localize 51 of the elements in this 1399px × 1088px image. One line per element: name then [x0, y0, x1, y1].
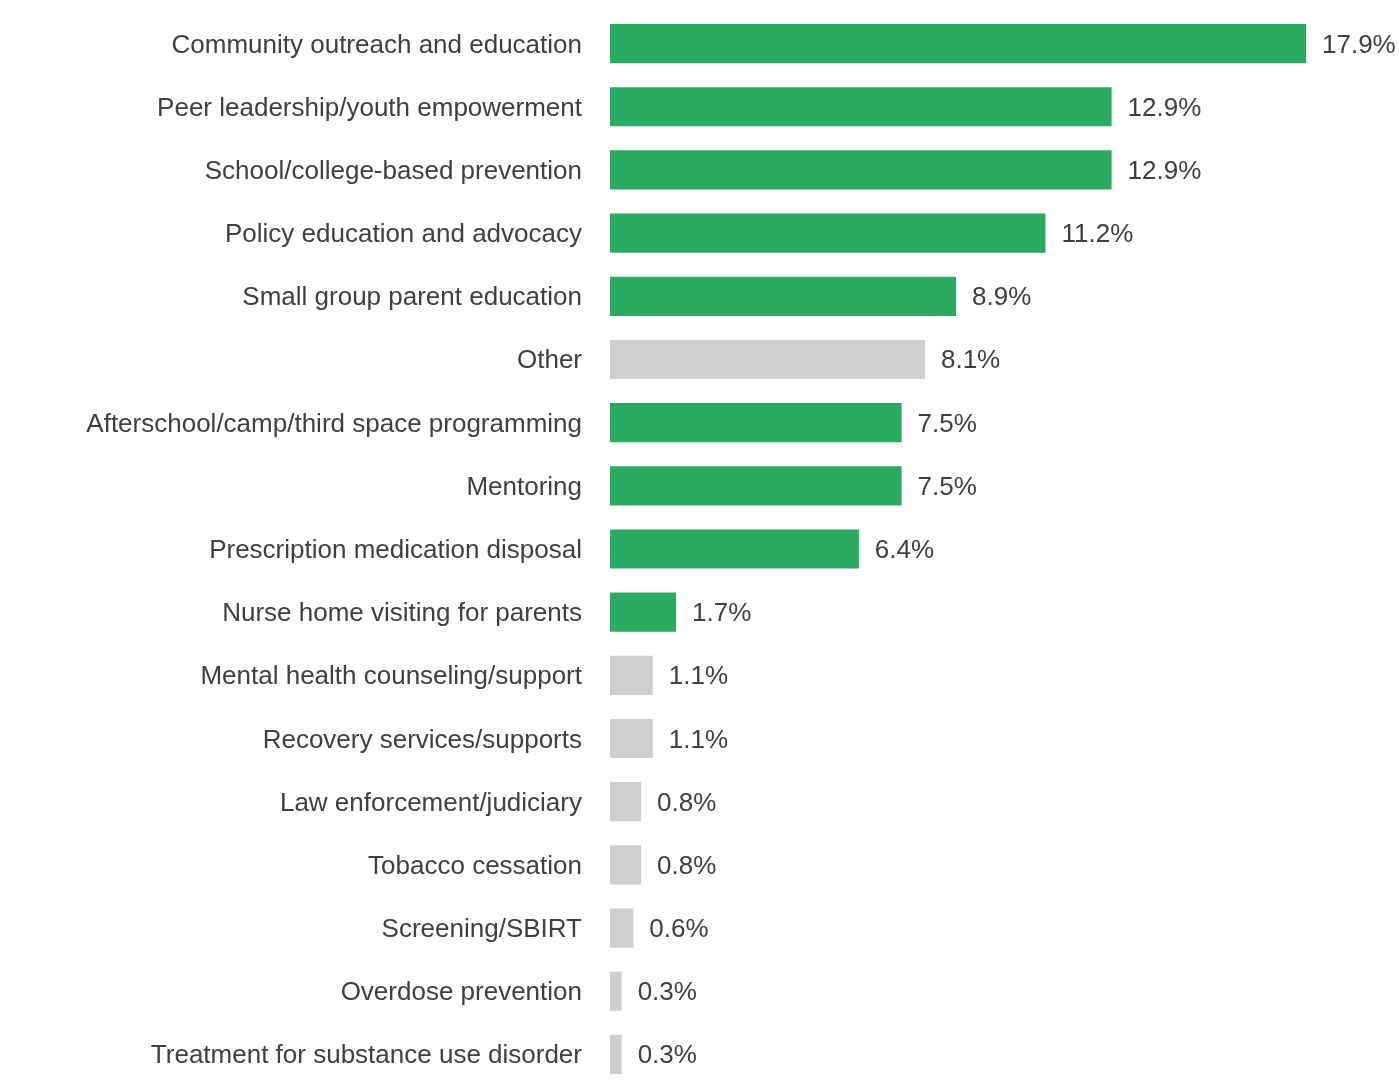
y-tick-label: Small group parent education — [242, 281, 582, 312]
y-tick-label: Mental health counseling/support — [200, 660, 583, 691]
y-tick-label: Law enforcement/judiciary — [279, 786, 582, 817]
data-label: 17.9% — [1322, 28, 1396, 59]
bar — [610, 529, 859, 569]
bar — [610, 213, 1046, 253]
y-tick-label: Other — [516, 344, 583, 375]
data-label: 8.1% — [940, 344, 1001, 375]
y-tick-label: Nurse home visiting for parents — [222, 597, 582, 628]
bar — [610, 845, 642, 885]
bar — [610, 276, 957, 316]
bar — [610, 87, 1112, 127]
data-label: 0.3% — [637, 976, 697, 1007]
data-label: 0.8% — [657, 786, 717, 817]
y-tick-label: Treatment for substance use disorder — [150, 1039, 583, 1070]
data-label: 7.5% — [917, 470, 977, 501]
data-label: 1.7% — [692, 597, 752, 628]
data-label: 11.2% — [1061, 218, 1134, 249]
data-label: 8.9% — [972, 281, 1032, 312]
y-tick-label: Mentoring — [466, 470, 582, 501]
y-tick-label: Recovery services/supports — [262, 723, 582, 754]
bar — [610, 908, 634, 948]
bar — [610, 1034, 622, 1074]
bar — [610, 655, 653, 695]
y-tick-label: Screening/SBIRT — [381, 913, 583, 944]
data-label: 0.3% — [637, 1039, 697, 1070]
bar — [610, 971, 622, 1011]
y-tick-label: Peer leadership/youth empowerment — [157, 91, 583, 122]
bar — [610, 592, 677, 632]
y-tick-label: Policy education and advocacy — [224, 218, 582, 249]
bar — [610, 150, 1112, 190]
data-label: 12.9% — [1127, 91, 1202, 122]
data-label: 6.4% — [874, 534, 935, 564]
y-tick-label: School/college-based prevention — [204, 154, 582, 185]
bar — [610, 403, 902, 443]
y-tick-label: Prescription medication disposal — [209, 534, 582, 564]
data-label: 1.1% — [668, 723, 729, 754]
data-label: 7.5% — [917, 407, 977, 438]
y-tick-label: Overdose prevention — [340, 976, 582, 1007]
data-label: 1.1% — [668, 660, 729, 691]
y-tick-label: Community outreach and education — [171, 28, 582, 59]
data-label: 0.6% — [649, 913, 709, 944]
y-tick-label: Tobacco cessation — [368, 849, 582, 880]
data-label: 12.9% — [1127, 154, 1202, 185]
bar — [610, 782, 642, 822]
bar — [610, 24, 1306, 64]
bar — [610, 466, 902, 506]
bar — [610, 718, 653, 759]
y-tick-label: Afterschool/camp/third space programming — [86, 407, 582, 438]
bar — [610, 339, 925, 380]
data-label: 0.8% — [657, 849, 717, 880]
